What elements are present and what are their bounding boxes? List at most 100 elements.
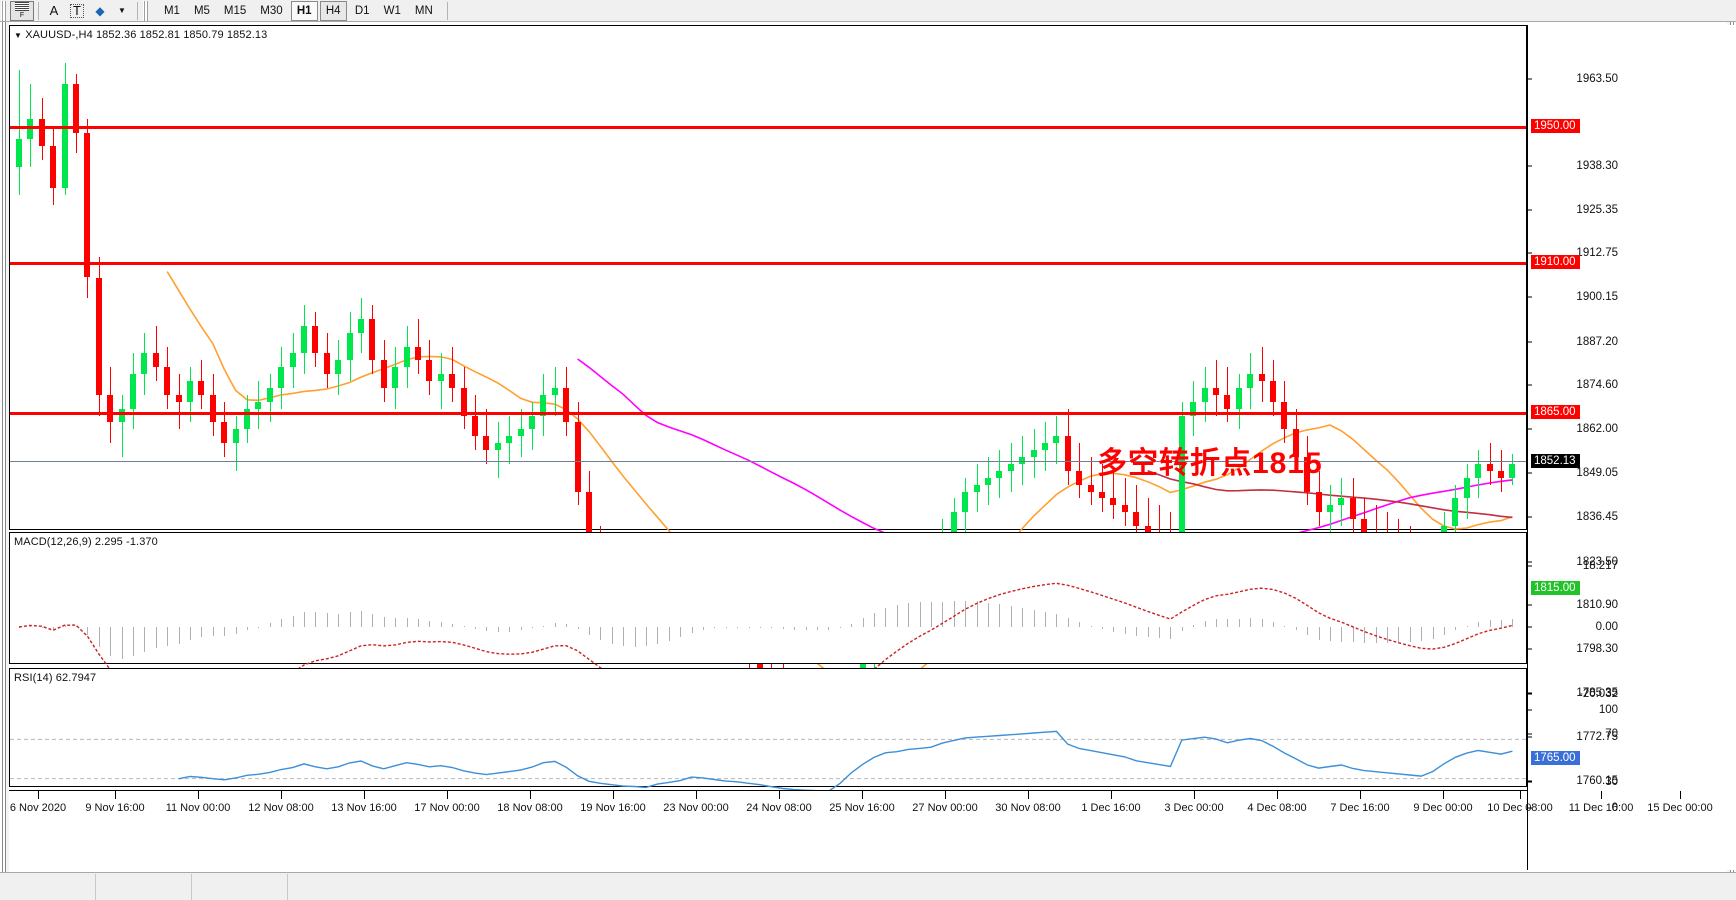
left-scroll-edge[interactable] xyxy=(0,22,9,873)
macd-histogram-bar xyxy=(1090,626,1092,628)
price-tick-label: 1963.50 xyxy=(1576,73,1618,85)
time-tick-label: 24 Nov 08:00 xyxy=(746,802,812,814)
time-tick xyxy=(530,791,531,799)
timeframe-mn[interactable]: MN xyxy=(409,1,439,21)
macd-histogram-bar xyxy=(235,627,237,634)
candle-body xyxy=(1247,374,1254,388)
candle-body xyxy=(1315,491,1322,513)
timeframe-m15[interactable]: M15 xyxy=(218,1,252,21)
shapes-glyph: ◆ xyxy=(95,3,105,18)
candle-body xyxy=(1361,519,1368,533)
macd-histogram-bar xyxy=(919,602,921,627)
candle-body xyxy=(1349,498,1356,520)
status-cell-3[interactable] xyxy=(192,873,288,900)
timeframe-h4[interactable]: H4 xyxy=(319,0,347,21)
indicator-tick-label: 18.217 xyxy=(1582,560,1618,572)
macd-histogram-bar xyxy=(1102,627,1103,630)
rsi-pane[interactable]: RSI(14) 62.7947 xyxy=(9,668,1527,793)
timeframe-h1[interactable]: H1 xyxy=(290,0,318,21)
time-tick-label: 9 Dec 00:00 xyxy=(1413,802,1473,814)
candle-body xyxy=(472,415,478,437)
time-tick xyxy=(1360,791,1361,799)
macd-histogram-bar xyxy=(657,627,659,645)
shapes-icon[interactable]: ◆ xyxy=(89,1,111,21)
timeframe-label: D1 xyxy=(354,4,370,17)
collapse-icon[interactable]: ▼ xyxy=(14,31,23,40)
macd-histogram-bar xyxy=(839,627,841,628)
candle-wick xyxy=(1216,360,1217,416)
macd-histogram-bar xyxy=(41,626,43,628)
candle-body xyxy=(1144,526,1151,533)
macd-histogram-bar xyxy=(1375,627,1377,644)
macd-histogram-bar xyxy=(1273,621,1274,627)
text-label-icon[interactable]: T xyxy=(65,1,89,21)
candle-body xyxy=(1486,463,1493,471)
candle-body xyxy=(1281,401,1288,430)
time-tick-label: 19 Nov 16:00 xyxy=(580,802,646,814)
timeframe-m1[interactable]: M1 xyxy=(158,1,186,21)
time-tick-label: 10 Dec 08:00 xyxy=(1487,802,1553,814)
dropdown-arrow-icon[interactable]: ▼ xyxy=(111,1,133,21)
macd-histogram-bar xyxy=(634,627,636,647)
candle-body xyxy=(346,332,353,361)
axis-tick xyxy=(1528,693,1532,695)
candle-wick xyxy=(1375,505,1377,554)
macd-histogram-bar xyxy=(851,623,853,627)
timeframe-w1[interactable]: W1 xyxy=(378,1,407,21)
status-cell-2[interactable] xyxy=(96,873,192,900)
time-tick xyxy=(447,791,448,799)
toolbar-drag-handle[interactable] xyxy=(1,0,10,21)
axis-tick xyxy=(1528,209,1532,211)
time-tick xyxy=(1277,791,1278,799)
price-axis[interactable]: 1963.50 1938.30 1925.35 1912.75 1900.15 1887.… xyxy=(1527,25,1736,870)
status-cell-1[interactable] xyxy=(0,873,96,900)
macd-histogram-bar xyxy=(178,627,180,645)
indicator-tick-label: 100 xyxy=(1598,704,1618,716)
macd-histogram-bar xyxy=(1466,625,1468,627)
templates-icon[interactable]: F xyxy=(10,0,34,21)
macd-histogram-bar xyxy=(1512,619,1514,627)
macd-histogram-bar xyxy=(452,623,454,627)
main-toolbar: F A T ◆ ▼ M1 M5 M15 M30 H1 H4 D1 W1 MN xyxy=(0,0,1736,22)
macd-histogram-bar xyxy=(1181,627,1183,632)
text-tool-icon[interactable]: A xyxy=(43,1,65,21)
macd-histogram-bar xyxy=(1307,627,1309,636)
time-tick-label: 23 Nov 00:00 xyxy=(663,802,729,814)
macd-histogram-bar xyxy=(201,627,203,638)
candle-wick xyxy=(486,408,488,464)
candle-wick xyxy=(19,70,20,195)
time-tick xyxy=(613,791,614,799)
macd-histogram-bar xyxy=(121,627,123,659)
candle-body xyxy=(437,374,444,382)
candle-body xyxy=(1121,505,1128,513)
timeframe-drag-handle[interactable] xyxy=(142,0,152,21)
macd-histogram-bar xyxy=(224,627,226,636)
candle-body xyxy=(84,132,91,278)
candle-body xyxy=(973,484,980,492)
price-pane[interactable]: ▼ XAUUSD-,H4 1852.36 1852.81 1850.79 185… xyxy=(9,25,1527,768)
macd-histogram-bar xyxy=(1352,627,1354,643)
macd-histogram-bar xyxy=(1079,622,1081,627)
indicator-tick-label: 30 xyxy=(1605,776,1618,788)
axis-tick xyxy=(1528,565,1532,567)
macd-histogram-bar xyxy=(760,626,761,628)
time-tick-label: 3 Dec 00:00 xyxy=(1164,802,1224,814)
time-axis[interactable]: 6 Nov 2020 9 Nov 16:00 11 Nov 00:00 12 Nov … xyxy=(9,790,1713,828)
time-tick-label: 25 Nov 16:00 xyxy=(829,802,895,814)
macd-lines-svg xyxy=(18,582,1513,697)
timeframe-m5[interactable]: M5 xyxy=(188,1,216,21)
toolbar-separator-3 xyxy=(446,1,448,20)
macd-histogram-bar xyxy=(315,611,317,627)
timeframe-d1[interactable]: D1 xyxy=(349,1,376,21)
candle-body xyxy=(1304,457,1311,492)
candle-body xyxy=(175,394,182,402)
time-tick-label: 4 Dec 08:00 xyxy=(1247,802,1307,814)
candle-body xyxy=(563,387,570,423)
time-tick xyxy=(364,791,365,799)
time-tick-label: 13 Nov 16:00 xyxy=(331,802,397,814)
macd-pane[interactable]: MACD(12,26,9) 2.295 -1.370 xyxy=(9,532,1527,697)
macd-histogram-bar xyxy=(600,627,602,641)
price-tick-label: 1810.90 xyxy=(1576,599,1618,611)
timeframe-m30[interactable]: M30 xyxy=(254,1,288,21)
macd-histogram-bar xyxy=(98,627,100,648)
